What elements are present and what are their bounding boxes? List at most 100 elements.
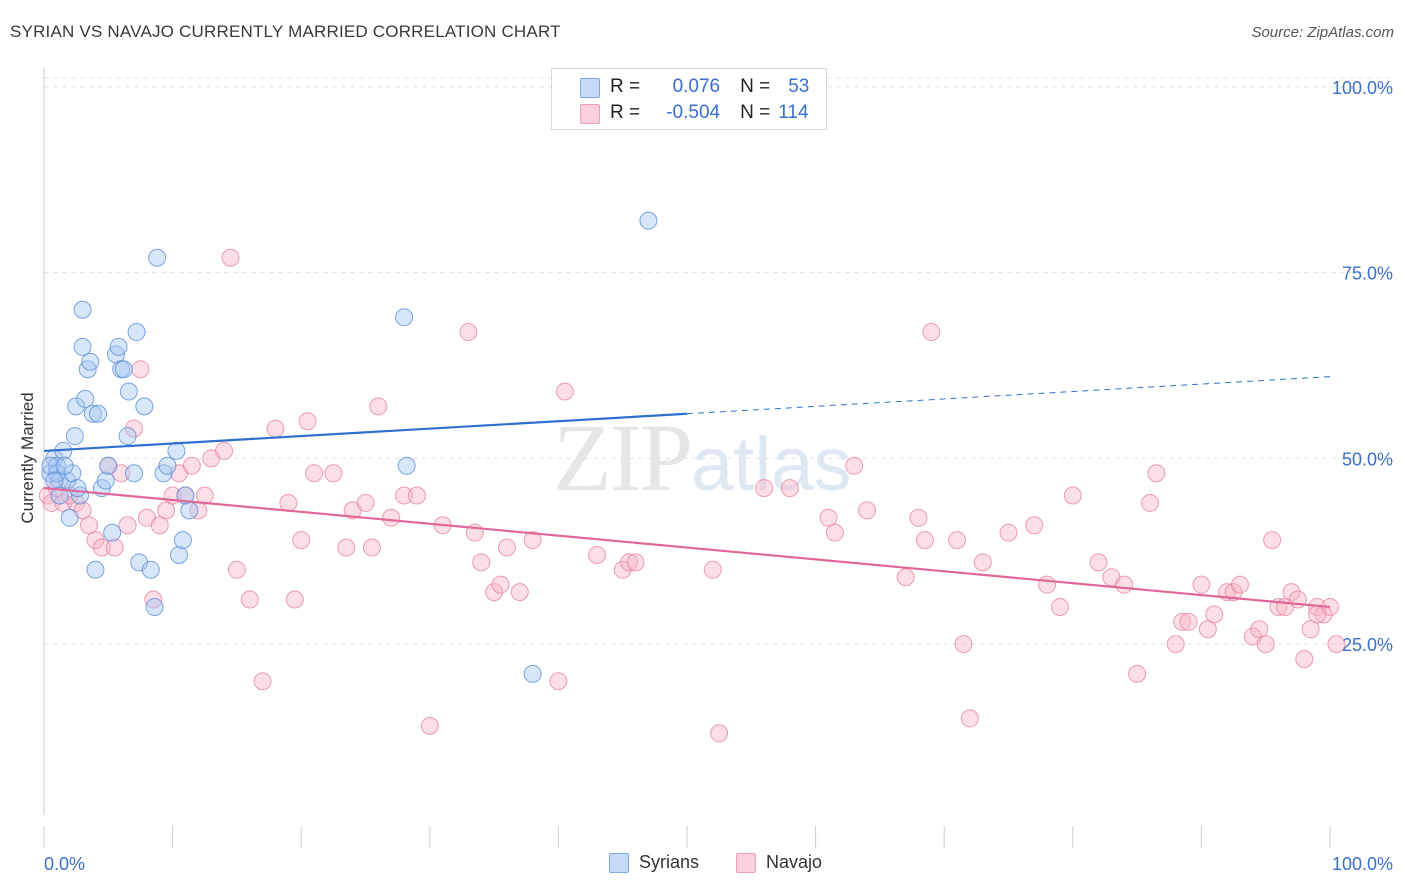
legend-row-syrians: R = 0.076 N = 53 bbox=[610, 75, 809, 99]
data-point-syrians bbox=[170, 545, 189, 564]
data-point-navajo bbox=[549, 672, 568, 691]
data-point-navajo bbox=[118, 516, 137, 535]
data-point-navajo bbox=[157, 501, 176, 520]
data-point-navajo bbox=[1256, 635, 1275, 654]
data-point-navajo bbox=[80, 516, 99, 535]
data-point-navajo bbox=[1115, 575, 1134, 594]
data-point-navajo bbox=[1230, 575, 1249, 594]
data-point-navajo bbox=[896, 568, 915, 587]
data-point-navajo bbox=[1250, 620, 1269, 639]
data-point-syrians bbox=[141, 560, 160, 579]
data-point-navajo bbox=[105, 538, 124, 557]
data-point-syrians bbox=[50, 486, 69, 505]
data-point-navajo bbox=[922, 323, 941, 342]
data-point-navajo bbox=[819, 508, 838, 527]
data-point-syrians bbox=[86, 560, 105, 579]
data-point-navajo bbox=[292, 531, 311, 550]
bottom-legend-label-syrians: Syrians bbox=[639, 852, 700, 872]
legend-r-value: 0.076 bbox=[672, 76, 721, 97]
data-point-navajo bbox=[92, 538, 111, 557]
data-point-navajo bbox=[131, 360, 150, 379]
data-point-navajo bbox=[948, 531, 967, 550]
legend-swatch-navajo bbox=[580, 104, 600, 124]
data-point-syrians bbox=[41, 456, 60, 475]
data-point-navajo bbox=[626, 553, 645, 572]
data-point-syrians bbox=[47, 456, 66, 475]
data-point-navajo bbox=[845, 456, 864, 475]
data-point-syrians bbox=[47, 464, 66, 483]
data-point-syrians bbox=[76, 389, 95, 408]
correlation-legend: R = 0.076 N = 53 R = -0.504 N = 114 bbox=[551, 68, 827, 130]
data-point-navajo bbox=[1295, 649, 1314, 668]
data-point-navajo bbox=[1179, 612, 1198, 631]
data-point-syrians bbox=[127, 323, 146, 342]
data-point-navajo bbox=[960, 709, 979, 728]
data-point-navajo bbox=[703, 560, 722, 579]
data-point-syrians bbox=[148, 248, 167, 267]
data-point-navajo bbox=[999, 523, 1018, 542]
data-point-navajo bbox=[362, 538, 381, 557]
y-axis-label: Currently Married bbox=[18, 392, 37, 523]
data-point-syrians bbox=[119, 382, 138, 401]
data-point-syrians bbox=[397, 456, 416, 475]
trend-line-syrians bbox=[43, 412, 688, 453]
data-point-navajo bbox=[285, 590, 304, 609]
data-point-syrians bbox=[395, 308, 414, 327]
data-point-navajo bbox=[420, 716, 439, 735]
bottom-legend-syrians: Syrians bbox=[609, 852, 699, 873]
data-point-navajo bbox=[125, 419, 144, 438]
data-point-navajo bbox=[587, 545, 606, 564]
bottom-legend-swatch-navajo bbox=[736, 852, 756, 873]
data-point-syrians bbox=[103, 523, 122, 542]
data-point-syrians bbox=[96, 471, 115, 490]
legend-swatch-syrians bbox=[580, 78, 600, 98]
data-point-navajo bbox=[485, 583, 504, 602]
data-point-navajo bbox=[407, 486, 426, 505]
data-point-navajo bbox=[973, 553, 992, 572]
data-point-navajo bbox=[227, 560, 246, 579]
legend-r-value: -0.504 bbox=[666, 102, 721, 123]
data-point-syrians bbox=[109, 337, 128, 356]
data-point-syrians bbox=[67, 397, 86, 416]
data-point-syrians bbox=[145, 597, 164, 616]
data-point-navajo bbox=[472, 553, 491, 572]
y-tick-label: 25.0% bbox=[1342, 635, 1393, 655]
data-point-syrians bbox=[60, 508, 79, 527]
data-point-navajo bbox=[825, 523, 844, 542]
legend-n-value: 114 bbox=[778, 102, 809, 123]
data-point-syrians bbox=[78, 360, 97, 379]
legend-n-label: N = bbox=[740, 76, 771, 97]
data-point-syrians bbox=[135, 397, 154, 416]
data-point-syrians bbox=[65, 427, 84, 446]
y-tick-label: 100.0% bbox=[1332, 78, 1393, 98]
data-point-navajo bbox=[510, 583, 529, 602]
data-point-navajo bbox=[369, 397, 388, 416]
data-point-navajo bbox=[1128, 664, 1147, 683]
watermark: ZIPatlas bbox=[553, 402, 852, 513]
data-point-navajo bbox=[755, 479, 774, 498]
data-point-navajo bbox=[1308, 605, 1327, 624]
bottom-legend-navajo: Navajo bbox=[736, 852, 822, 873]
data-point-syrians bbox=[68, 479, 87, 498]
data-point-navajo bbox=[915, 531, 934, 550]
data-point-navajo bbox=[1166, 635, 1185, 654]
data-point-navajo bbox=[305, 464, 324, 483]
data-point-navajo bbox=[1089, 553, 1108, 572]
data-point-syrians bbox=[118, 427, 137, 446]
data-point-syrians bbox=[89, 404, 108, 423]
data-point-syrians bbox=[639, 211, 658, 230]
chart-title: SYRIAN VS NAVAJO CURRENTLY MARRIED CORRE… bbox=[10, 22, 561, 41]
data-point-syrians bbox=[125, 464, 144, 483]
data-point-navajo bbox=[215, 441, 234, 460]
data-point-navajo bbox=[337, 538, 356, 557]
legend-n-label: N = bbox=[740, 102, 771, 123]
data-point-navajo bbox=[182, 456, 201, 475]
data-point-navajo bbox=[150, 516, 169, 535]
data-point-syrians bbox=[73, 300, 92, 319]
data-point-navajo bbox=[395, 486, 414, 505]
data-point-navajo bbox=[86, 531, 105, 550]
legend-row-navajo: R = -0.504 N = 114 bbox=[610, 101, 809, 125]
data-point-navajo bbox=[1025, 516, 1044, 535]
data-point-navajo bbox=[1224, 583, 1243, 602]
